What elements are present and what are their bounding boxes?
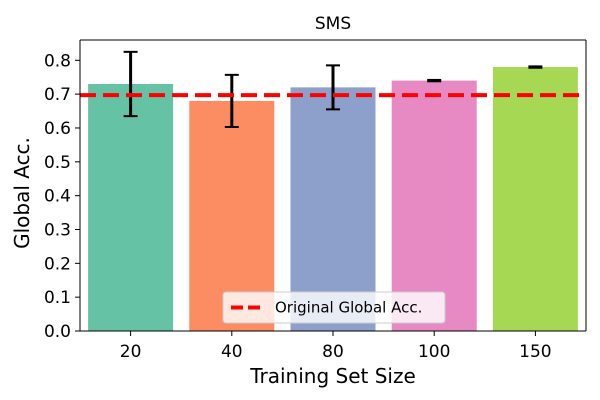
- x-tick-label: 100: [418, 342, 450, 362]
- y-tick-label: 0.8: [44, 51, 71, 71]
- y-axis-label: Global Acc.: [10, 137, 34, 249]
- x-tick-label: 20: [120, 342, 142, 362]
- y-tick-label: 0.0: [44, 322, 71, 342]
- x-axis-label: Training Set Size: [249, 364, 416, 388]
- legend-box: [222, 291, 446, 324]
- x-tick-label: 80: [322, 342, 344, 362]
- chart-title: SMS: [315, 14, 351, 34]
- x-tick-label: 40: [221, 342, 243, 362]
- bar-100: [391, 80, 477, 332]
- y-tick-label: 0.5: [44, 153, 71, 173]
- bar-80: [290, 87, 376, 331]
- y-tick-label: 0.1: [44, 288, 71, 308]
- bar-150: [492, 67, 578, 332]
- bar-20: [88, 83, 174, 331]
- y-tick-label: 0.7: [44, 85, 71, 105]
- y-tick-label: 0.4: [44, 187, 71, 207]
- plot-area: 0.0 0.1 0.2 0.3 0.4 0.5 0.6 0.7 0.8 20 40 80 100 150 O…: [44, 39, 587, 362]
- y-tick-label: 0.2: [44, 254, 71, 274]
- y-tick-label: 0.6: [44, 119, 71, 139]
- x-tick-label: 150: [519, 342, 551, 362]
- y-tick-label: 0.3: [44, 220, 71, 240]
- legend-label: Original Global Acc.: [275, 299, 422, 317]
